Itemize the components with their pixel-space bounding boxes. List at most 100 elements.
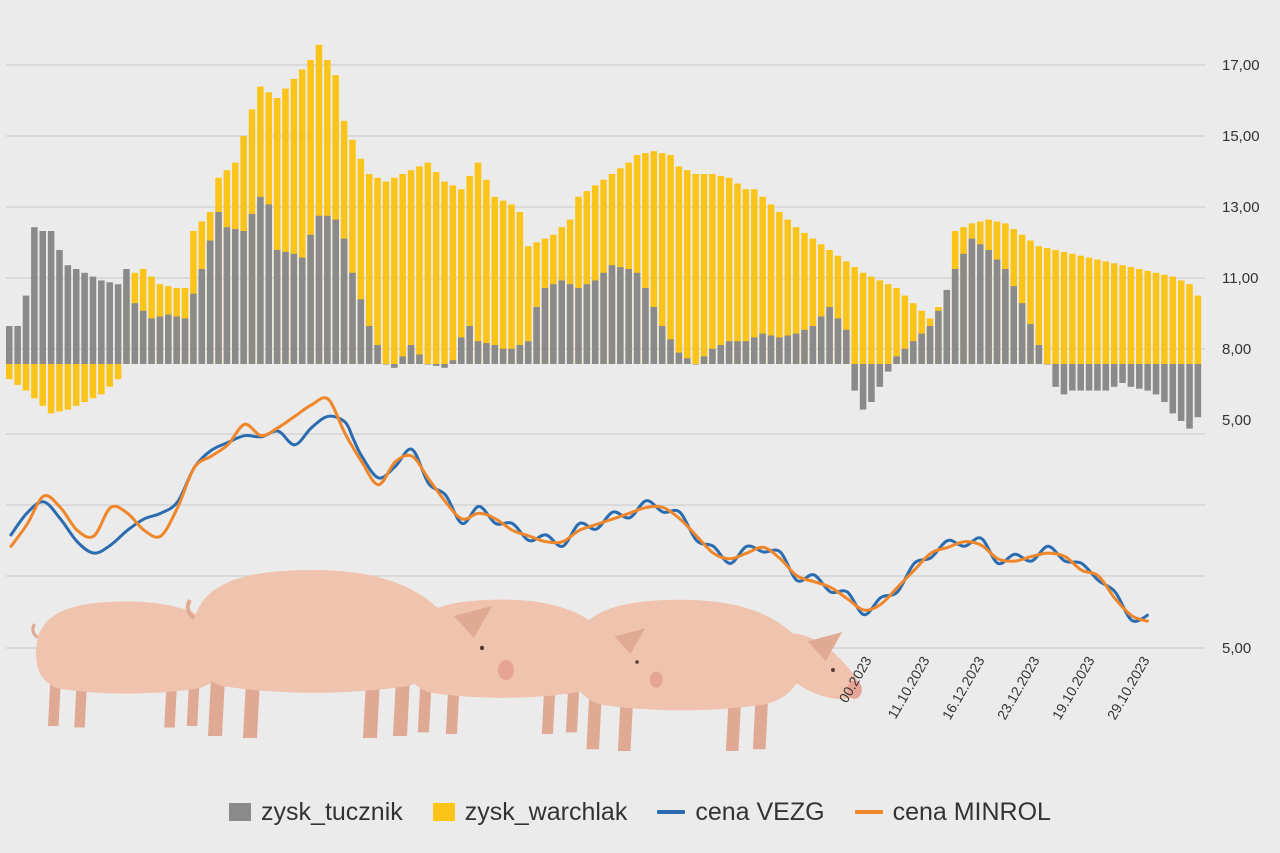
bar-warchlak-61 <box>516 212 524 364</box>
pig-eye <box>479 645 485 651</box>
legend-swatch-cena-vezg <box>657 810 686 814</box>
bar-tucznik-139 <box>1169 364 1177 414</box>
legend-label-zysk-warchlak: zysk_warchlak <box>464 797 628 826</box>
bar-warchlak-140 <box>1177 280 1185 364</box>
pig-eye <box>831 668 835 672</box>
bar-warchlak-62 <box>524 246 532 364</box>
bar-warchlak-104 <box>876 280 884 364</box>
bar-tucznik-103 <box>868 364 875 402</box>
bar-warchlak-124 <box>1043 248 1051 364</box>
bar-tucznik-123 <box>1035 345 1043 364</box>
bar-warchlak-95 <box>801 232 808 364</box>
pig-head <box>783 633 859 699</box>
bar-warchlak-46 <box>391 177 398 364</box>
pig-tail <box>185 598 196 620</box>
bar-warchlak-41 <box>349 139 356 364</box>
bar-tucznik-28 <box>240 231 247 364</box>
bar-tucznik-127 <box>1069 364 1076 391</box>
bar-warchlak-6 <box>56 364 63 412</box>
bar-warchlak-123 <box>1035 246 1043 364</box>
y-tick-label-4: 8,00 <box>1222 341 1251 358</box>
bar-tucznik-90 <box>759 333 766 364</box>
bar-tucznik-17 <box>148 318 155 364</box>
pig-snout <box>847 680 862 699</box>
bar-warchlak-92 <box>776 212 783 364</box>
bar-tucznik-62 <box>524 341 532 364</box>
bar-tucznik-114 <box>960 253 967 364</box>
bar-warchlak-127 <box>1069 253 1076 364</box>
legend-item-cena-minrol[interactable]: cena MINROL <box>854 798 1051 827</box>
bar-warchlak-55 <box>466 175 473 364</box>
pig-tail <box>31 623 39 639</box>
bar-tucznik-112 <box>943 289 951 364</box>
bar-warchlak-102 <box>859 272 867 364</box>
bar-tucznik-23 <box>198 269 206 364</box>
bar-warchlak-133 <box>1119 265 1126 364</box>
bar-tucznik-109 <box>918 333 925 364</box>
bar-tucznik-20 <box>173 316 180 364</box>
bar-tucznik-98 <box>826 307 833 364</box>
bar-tucznik-86 <box>725 341 733 364</box>
bar-warchlak-86 <box>725 177 733 364</box>
bar-warchlak-97 <box>817 244 825 364</box>
bar-warchlak-79 <box>667 155 674 364</box>
bar-tucznik-81 <box>684 358 691 364</box>
pigs-illustration <box>31 570 862 751</box>
legend-swatch-zysk-warchlak <box>432 803 455 821</box>
bar-warchlak-78 <box>658 153 666 364</box>
bar-tucznik-27 <box>232 229 239 364</box>
chart-plot: 17,00 15,00 13,00 11,00 8,00 5,00 5,00 00.2023… <box>6 44 1260 751</box>
bar-warchlak-0 <box>6 364 13 380</box>
legend-label-zysk-tucznik: zysk_tucznik <box>261 797 403 826</box>
x-tick-label-5: 29.10.2023 <box>1104 653 1153 722</box>
bar-tucznik-104 <box>876 364 884 387</box>
bar-tucznik-43 <box>365 326 373 364</box>
bar-warchlak-76 <box>642 153 649 364</box>
bar-tucznik-108 <box>910 341 917 364</box>
bar-tucznik-24 <box>206 240 214 364</box>
bar-tucznik-115 <box>968 238 976 364</box>
y-tick-label-5: 5,00 <box>1222 412 1251 429</box>
y-tick-label-2: 13,00 <box>1222 199 1260 216</box>
bar-tucznik-74 <box>625 269 632 364</box>
pig-ear <box>614 628 645 654</box>
bar-tucznik-11 <box>98 280 105 364</box>
bar-warchlak-105 <box>884 284 892 364</box>
bar-tucznik-38 <box>324 215 331 364</box>
x-tick-label-4: 19.10.2023 <box>1049 653 1098 722</box>
bar-warchlak-59 <box>499 200 507 364</box>
bar-tucznik-55 <box>466 326 473 364</box>
price-lines <box>8 396 1150 623</box>
bar-tucznik-110 <box>926 326 934 364</box>
bar-warchlak-48 <box>407 170 415 364</box>
bar-tucznik-88 <box>742 341 750 364</box>
legend-item-zysk-warchlak[interactable]: zysk_warchlak <box>432 797 628 827</box>
bar-warchlak-9 <box>81 364 88 402</box>
bar-tucznik-47 <box>399 356 406 364</box>
bar-tucznik-106 <box>893 356 900 364</box>
bar-warchlak-139 <box>1169 276 1177 364</box>
x-tick-label-2: 16.12.2023 <box>939 653 988 722</box>
bar-warchlak-50 <box>424 162 432 364</box>
bar-tucznik-52 <box>441 364 448 368</box>
bar-warchlak-141 <box>1186 284 1193 364</box>
bar-tucznik-100 <box>843 329 850 364</box>
bar-tucznik-49 <box>416 354 423 364</box>
bar-warchlak-107 <box>901 295 909 364</box>
bar-tucznik-97 <box>817 316 825 364</box>
bar-warchlak-4 <box>39 364 47 406</box>
bar-tucznik-129 <box>1085 364 1093 391</box>
bar-warchlak-10 <box>89 364 97 399</box>
bar-tucznik-36 <box>307 234 314 364</box>
legend-swatch-cena-minrol <box>854 810 883 814</box>
bar-tucznik-83 <box>700 356 708 364</box>
bar-tucznik-93 <box>784 335 791 364</box>
legend-item-cena-vezg[interactable]: cena VEZG <box>657 798 825 827</box>
bar-warchlak-7 <box>64 364 72 410</box>
legend-item-zysk-tucznik[interactable]: zysk_tucznik <box>229 798 403 827</box>
bar-tucznik-7 <box>64 265 72 364</box>
bar-tucznik-137 <box>1152 364 1160 395</box>
bar-warchlak-91 <box>767 204 775 364</box>
bar-tucznik-25 <box>215 212 222 364</box>
